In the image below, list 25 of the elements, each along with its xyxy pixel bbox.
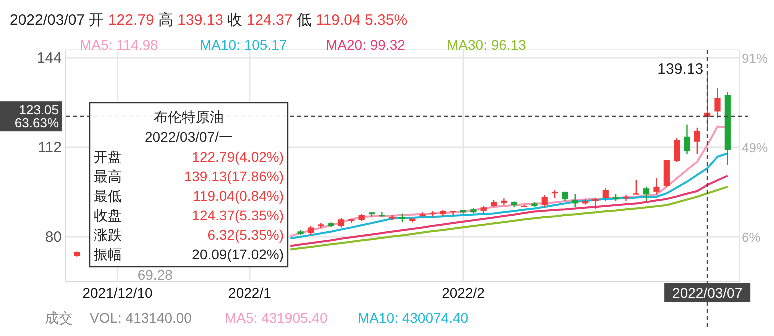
y2-tick-label: 91%: [742, 51, 768, 66]
y-tick-label: 80: [45, 228, 62, 246]
text: MA30: 96.13: [447, 37, 527, 53]
text: 成交: [45, 310, 73, 326]
y2-tick-label: 6%: [742, 230, 762, 245]
annotation: 69.28: [138, 267, 174, 283]
text: MA5: 114.98: [80, 37, 159, 53]
x-tick-label: 2021/12/10: [82, 285, 154, 301]
x-tick-label: 2022/1: [228, 285, 272, 301]
y-tick-label: 144: [36, 50, 62, 67]
tooltip: 布伦特原油 2022/03/07/一 开盘 122.79(4.02%) 最高 139.13(17.86%) 最低 119.04(0.84%) 收盘 124.37(5.35%) 涨跌 6.32(5.35%) 振幅 20.09(17.02%): [89, 102, 289, 268]
text: MA10: 430074.40: [358, 310, 469, 326]
ref-line-label: 123.05 63.63%: [14, 102, 60, 131]
text: MA20: 99.32: [326, 37, 406, 53]
annotation: 布伦特原油: [154, 109, 224, 125]
y-tick-label: 112: [38, 139, 62, 156]
title: 2022/03/07 开 122.79 高 139.13 收 124.37 低 119.04 5.35%: [10, 12, 408, 29]
x-tick-label: 2022/03/07: [672, 285, 743, 301]
annotation: 2022/03/07/一: [145, 129, 233, 145]
text: MA5: 431905.40: [225, 310, 328, 326]
x-tick-label: 2022/2: [442, 285, 486, 301]
annotation: 139.13: [658, 61, 704, 78]
y2-tick-label: 49%: [742, 140, 768, 156]
text: VOL: 413140.00: [90, 310, 192, 326]
text: MA10: 105.17: [200, 37, 288, 53]
